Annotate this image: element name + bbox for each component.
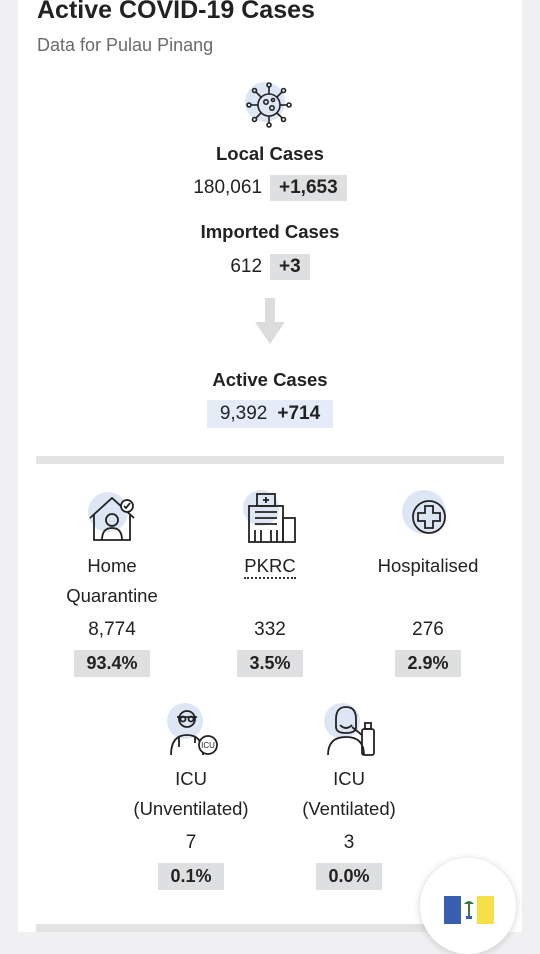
bottom-divider: [36, 924, 504, 932]
local-cases-value: 180,061: [193, 177, 263, 198]
icu-unventilated-percent: 0.1%: [158, 863, 224, 890]
home-quarantine-label-line1: Home: [87, 555, 137, 576]
icu-ventilated-label-line1: ICU: [333, 768, 365, 789]
home-quarantine-value: 8,774: [88, 619, 136, 640]
icu-ventilated-percent: 0.0%: [316, 863, 382, 890]
virus-icon: [245, 82, 292, 128]
home-quarantine-icon: [88, 492, 135, 541]
penang-flag-icon: [444, 896, 494, 924]
hospitalised-percent: 2.9%: [395, 650, 461, 677]
section-divider: [36, 456, 504, 464]
icu-ventilated-value: 3: [343, 832, 355, 853]
stats-card: [18, 0, 522, 932]
hospitalised-label-line2: [425, 585, 430, 606]
icu-unventilated-value: 7: [185, 832, 197, 853]
active-cases-row: 9,392 +714: [0, 400, 540, 428]
medical-cross-icon: [402, 490, 446, 534]
page-subtitle: Data for Pulau Pinang: [37, 35, 214, 55]
hospitalised-label: Hospitalised: [353, 551, 503, 611]
icu-ventilated-label-line2: (Ventilated): [302, 798, 396, 819]
home-quarantine-card: Home Quarantine 8,774 93.4%: [37, 551, 187, 677]
icu-ventilated-card: ICU (Ventilated) 3 0.0%: [274, 764, 424, 890]
home-quarantine-label: Home Quarantine: [37, 551, 187, 611]
pkrc-percent: 3.5%: [237, 650, 303, 677]
building-icon: [243, 490, 296, 543]
imported-cases-label: Imported Cases: [200, 221, 340, 242]
icu-unventilated-label-line2: (Unventilated): [133, 798, 249, 819]
active-cases-box: 9,392 +714: [206, 400, 334, 428]
icu-unventilated-label: ICU (Unventilated): [116, 764, 266, 824]
hospitalised-card: Hospitalised 276 2.9%: [353, 551, 503, 677]
icu-doctor-icon: ICU: [167, 703, 218, 756]
imported-cases-value: 612: [230, 256, 263, 277]
home-quarantine-percent: 93.4%: [74, 650, 150, 677]
ventilator-icon: [324, 703, 375, 756]
arrow-down-icon: [255, 298, 285, 344]
icu-unventilated-label-line1: ICU: [175, 768, 207, 789]
page-title: Active COVID-19 Cases: [37, 0, 315, 24]
svg-text:ICU: ICU: [201, 741, 215, 750]
pkrc-label-line2: [267, 585, 272, 606]
icu-unventilated-card: ICU (Unventilated) 7 0.1%: [116, 764, 266, 890]
pkrc-card: PKRC 332 3.5%: [195, 551, 345, 677]
pkrc-value: 332: [254, 619, 286, 640]
state-selector-button[interactable]: [420, 858, 516, 954]
local-cases-row: 180,061 +1,653: [0, 175, 540, 201]
active-cases-delta: +714: [277, 403, 321, 424]
pkrc-label[interactable]: PKRC: [195, 551, 345, 611]
hospitalised-label-line1: Hospitalised: [377, 555, 479, 576]
active-cases-label: Active Cases: [212, 369, 328, 390]
hospitalised-value: 276: [412, 619, 444, 640]
imported-cases-row: 612 +3: [0, 254, 540, 280]
active-cases-value: 9,392: [219, 403, 268, 424]
local-cases-delta: +1,653: [270, 175, 347, 201]
local-cases-label: Local Cases: [216, 143, 324, 164]
pkrc-label-text[interactable]: PKRC: [244, 555, 296, 579]
imported-cases-delta: +3: [270, 254, 310, 280]
icu-ventilated-label: ICU (Ventilated): [274, 764, 424, 824]
home-quarantine-label-line2: Quarantine: [66, 585, 158, 606]
